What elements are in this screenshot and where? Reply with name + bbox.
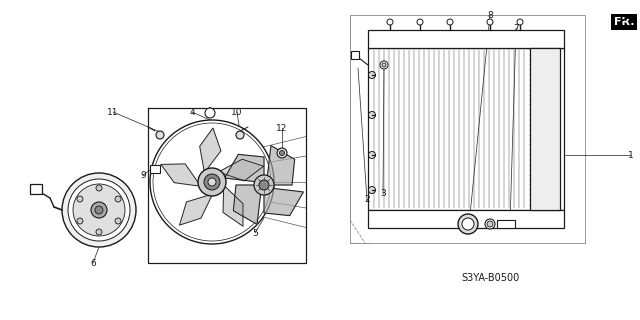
Bar: [530, 48, 560, 210]
Circle shape: [77, 196, 83, 202]
Circle shape: [115, 196, 121, 202]
Circle shape: [77, 218, 83, 224]
Bar: [350, 15, 585, 243]
Circle shape: [96, 185, 102, 191]
Polygon shape: [223, 185, 243, 226]
Text: 4: 4: [189, 108, 195, 116]
Circle shape: [462, 218, 474, 230]
Circle shape: [487, 19, 493, 25]
Bar: [368, 210, 564, 228]
Bar: [497, 220, 515, 228]
Circle shape: [417, 19, 423, 25]
Text: 11: 11: [108, 108, 119, 116]
Circle shape: [62, 173, 136, 247]
Circle shape: [280, 150, 285, 156]
Bar: [150, 165, 160, 173]
Polygon shape: [225, 154, 264, 181]
Text: 9: 9: [140, 171, 146, 180]
Circle shape: [380, 61, 388, 69]
Text: 10: 10: [231, 108, 243, 116]
Circle shape: [205, 108, 215, 118]
Polygon shape: [218, 159, 264, 181]
Circle shape: [369, 71, 376, 78]
Circle shape: [204, 174, 220, 190]
Text: 12: 12: [276, 124, 288, 132]
Circle shape: [236, 131, 244, 139]
Circle shape: [447, 19, 453, 25]
Bar: [368, 30, 564, 48]
Bar: [368, 48, 564, 210]
Circle shape: [96, 229, 102, 235]
Circle shape: [208, 178, 216, 186]
Polygon shape: [268, 146, 294, 185]
Circle shape: [156, 131, 164, 139]
Circle shape: [485, 219, 495, 229]
Text: 8: 8: [487, 11, 493, 20]
Text: 7: 7: [513, 23, 519, 33]
Circle shape: [254, 175, 274, 195]
Bar: [351, 51, 359, 59]
Circle shape: [91, 202, 107, 218]
Polygon shape: [200, 128, 221, 173]
Circle shape: [387, 19, 393, 25]
Circle shape: [369, 187, 376, 194]
Circle shape: [73, 184, 125, 236]
Circle shape: [198, 168, 226, 196]
Polygon shape: [179, 194, 212, 225]
Bar: [30, 184, 42, 194]
Bar: [148, 108, 306, 263]
Text: 2: 2: [364, 196, 370, 204]
Circle shape: [369, 151, 376, 158]
Polygon shape: [234, 185, 260, 224]
Circle shape: [115, 218, 121, 224]
Polygon shape: [161, 164, 201, 186]
Text: FR.: FR.: [614, 17, 634, 27]
Circle shape: [68, 179, 130, 241]
Circle shape: [277, 148, 287, 158]
Circle shape: [259, 180, 269, 190]
Circle shape: [517, 19, 523, 25]
Circle shape: [382, 63, 386, 67]
Circle shape: [487, 221, 493, 227]
Polygon shape: [264, 188, 303, 216]
Circle shape: [369, 111, 376, 118]
Text: 5: 5: [252, 228, 258, 237]
Text: S3YA-B0500: S3YA-B0500: [461, 273, 519, 283]
Circle shape: [458, 214, 478, 234]
Text: 3: 3: [380, 189, 386, 198]
Text: 1: 1: [628, 150, 634, 159]
Text: 6: 6: [90, 259, 96, 268]
Circle shape: [150, 120, 274, 244]
Circle shape: [95, 206, 103, 214]
